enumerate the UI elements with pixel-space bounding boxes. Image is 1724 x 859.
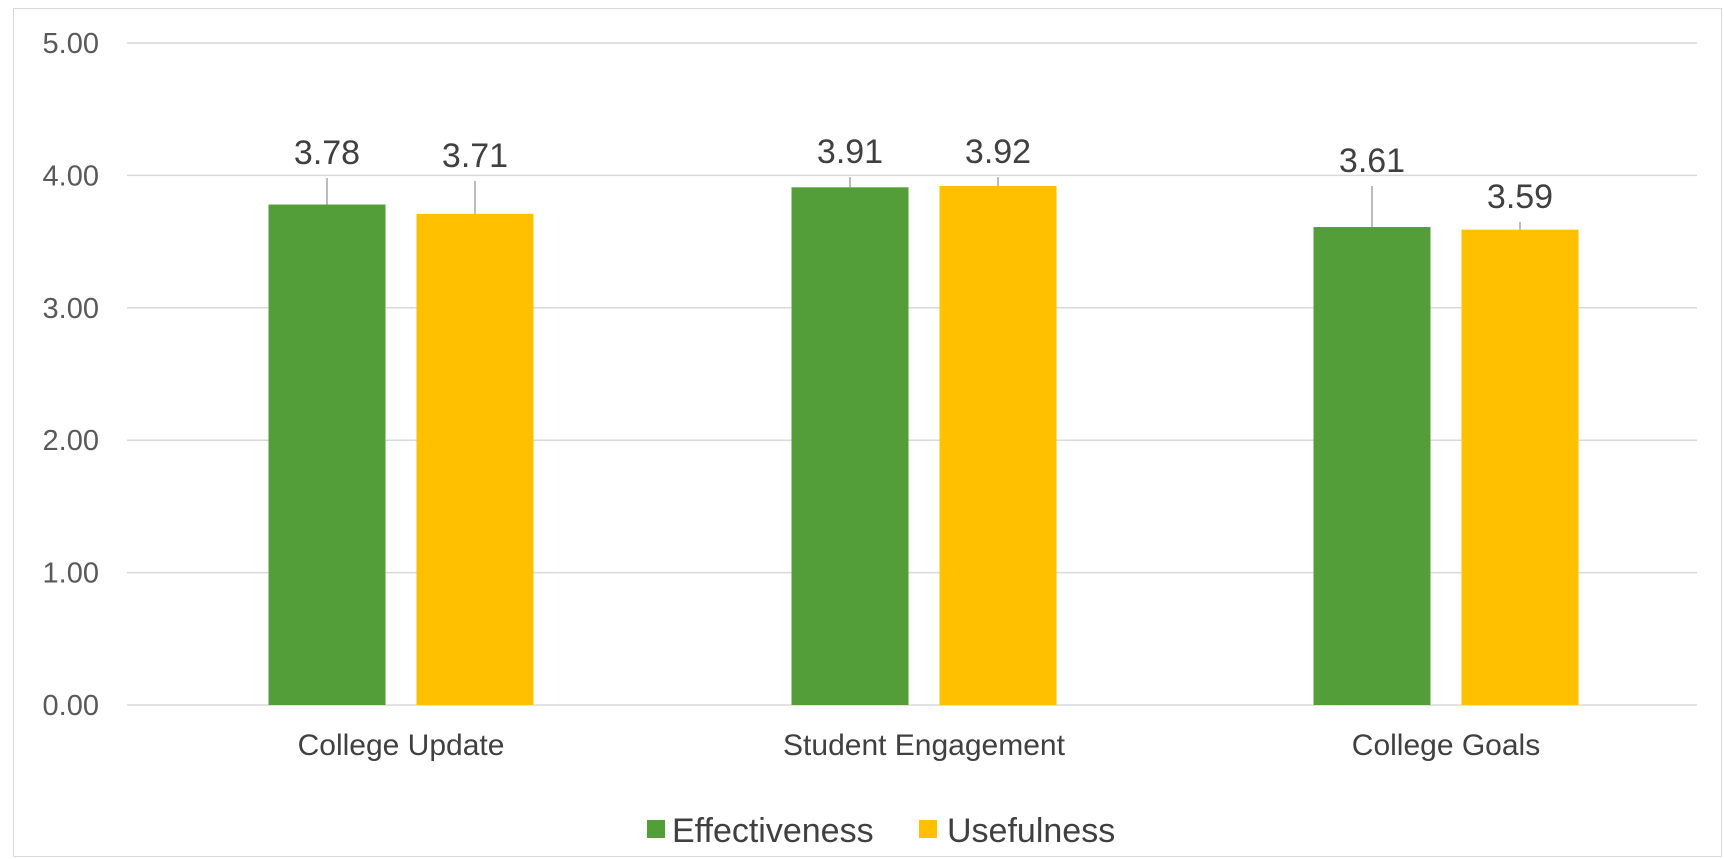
x-category-label: Student Engagement — [783, 729, 1066, 762]
data-label: 3.59 — [1487, 178, 1553, 216]
legend-label: Effectiveness — [672, 812, 874, 850]
y-tick-label: 5.00 — [43, 28, 99, 60]
legend: Effectiveness Usefulness — [647, 812, 1115, 850]
y-tick-label: 4.00 — [43, 160, 99, 192]
gridlines — [127, 42, 1697, 706]
bars — [268, 185, 1579, 706]
bar-effectiveness — [791, 187, 909, 706]
y-tick-label: 2.00 — [43, 425, 99, 457]
bar-usefulness — [416, 213, 534, 705]
x-axis: College Update Student Engagement College … — [298, 729, 1541, 762]
bar-effectiveness — [1313, 227, 1431, 705]
y-tick-label: 3.00 — [43, 293, 99, 325]
x-category-label: College Goals — [1352, 729, 1540, 762]
bar-usefulness — [939, 185, 1057, 705]
leader-lines — [326, 177, 1521, 230]
y-axis: 0.00 1.00 2.00 3.00 4.00 5.00 — [43, 28, 99, 722]
x-category-label: College Update — [298, 729, 505, 762]
bar-effectiveness — [268, 204, 386, 705]
legend-swatch-usefulness — [919, 820, 937, 838]
data-label: 3.61 — [1339, 142, 1405, 180]
data-labels: 3.78 3.91 3.61 3.71 3.92 3.59 — [294, 133, 1553, 216]
data-label: 3.92 — [965, 133, 1031, 171]
data-label: 3.91 — [817, 133, 883, 171]
legend-swatch-effectiveness — [647, 820, 665, 838]
data-label: 3.78 — [294, 134, 360, 172]
y-tick-label: 1.00 — [43, 558, 99, 590]
y-tick-label: 0.00 — [43, 690, 99, 722]
bar-usefulness — [1461, 229, 1579, 705]
data-label: 3.71 — [442, 137, 508, 175]
legend-label: Usefulness — [947, 812, 1115, 850]
